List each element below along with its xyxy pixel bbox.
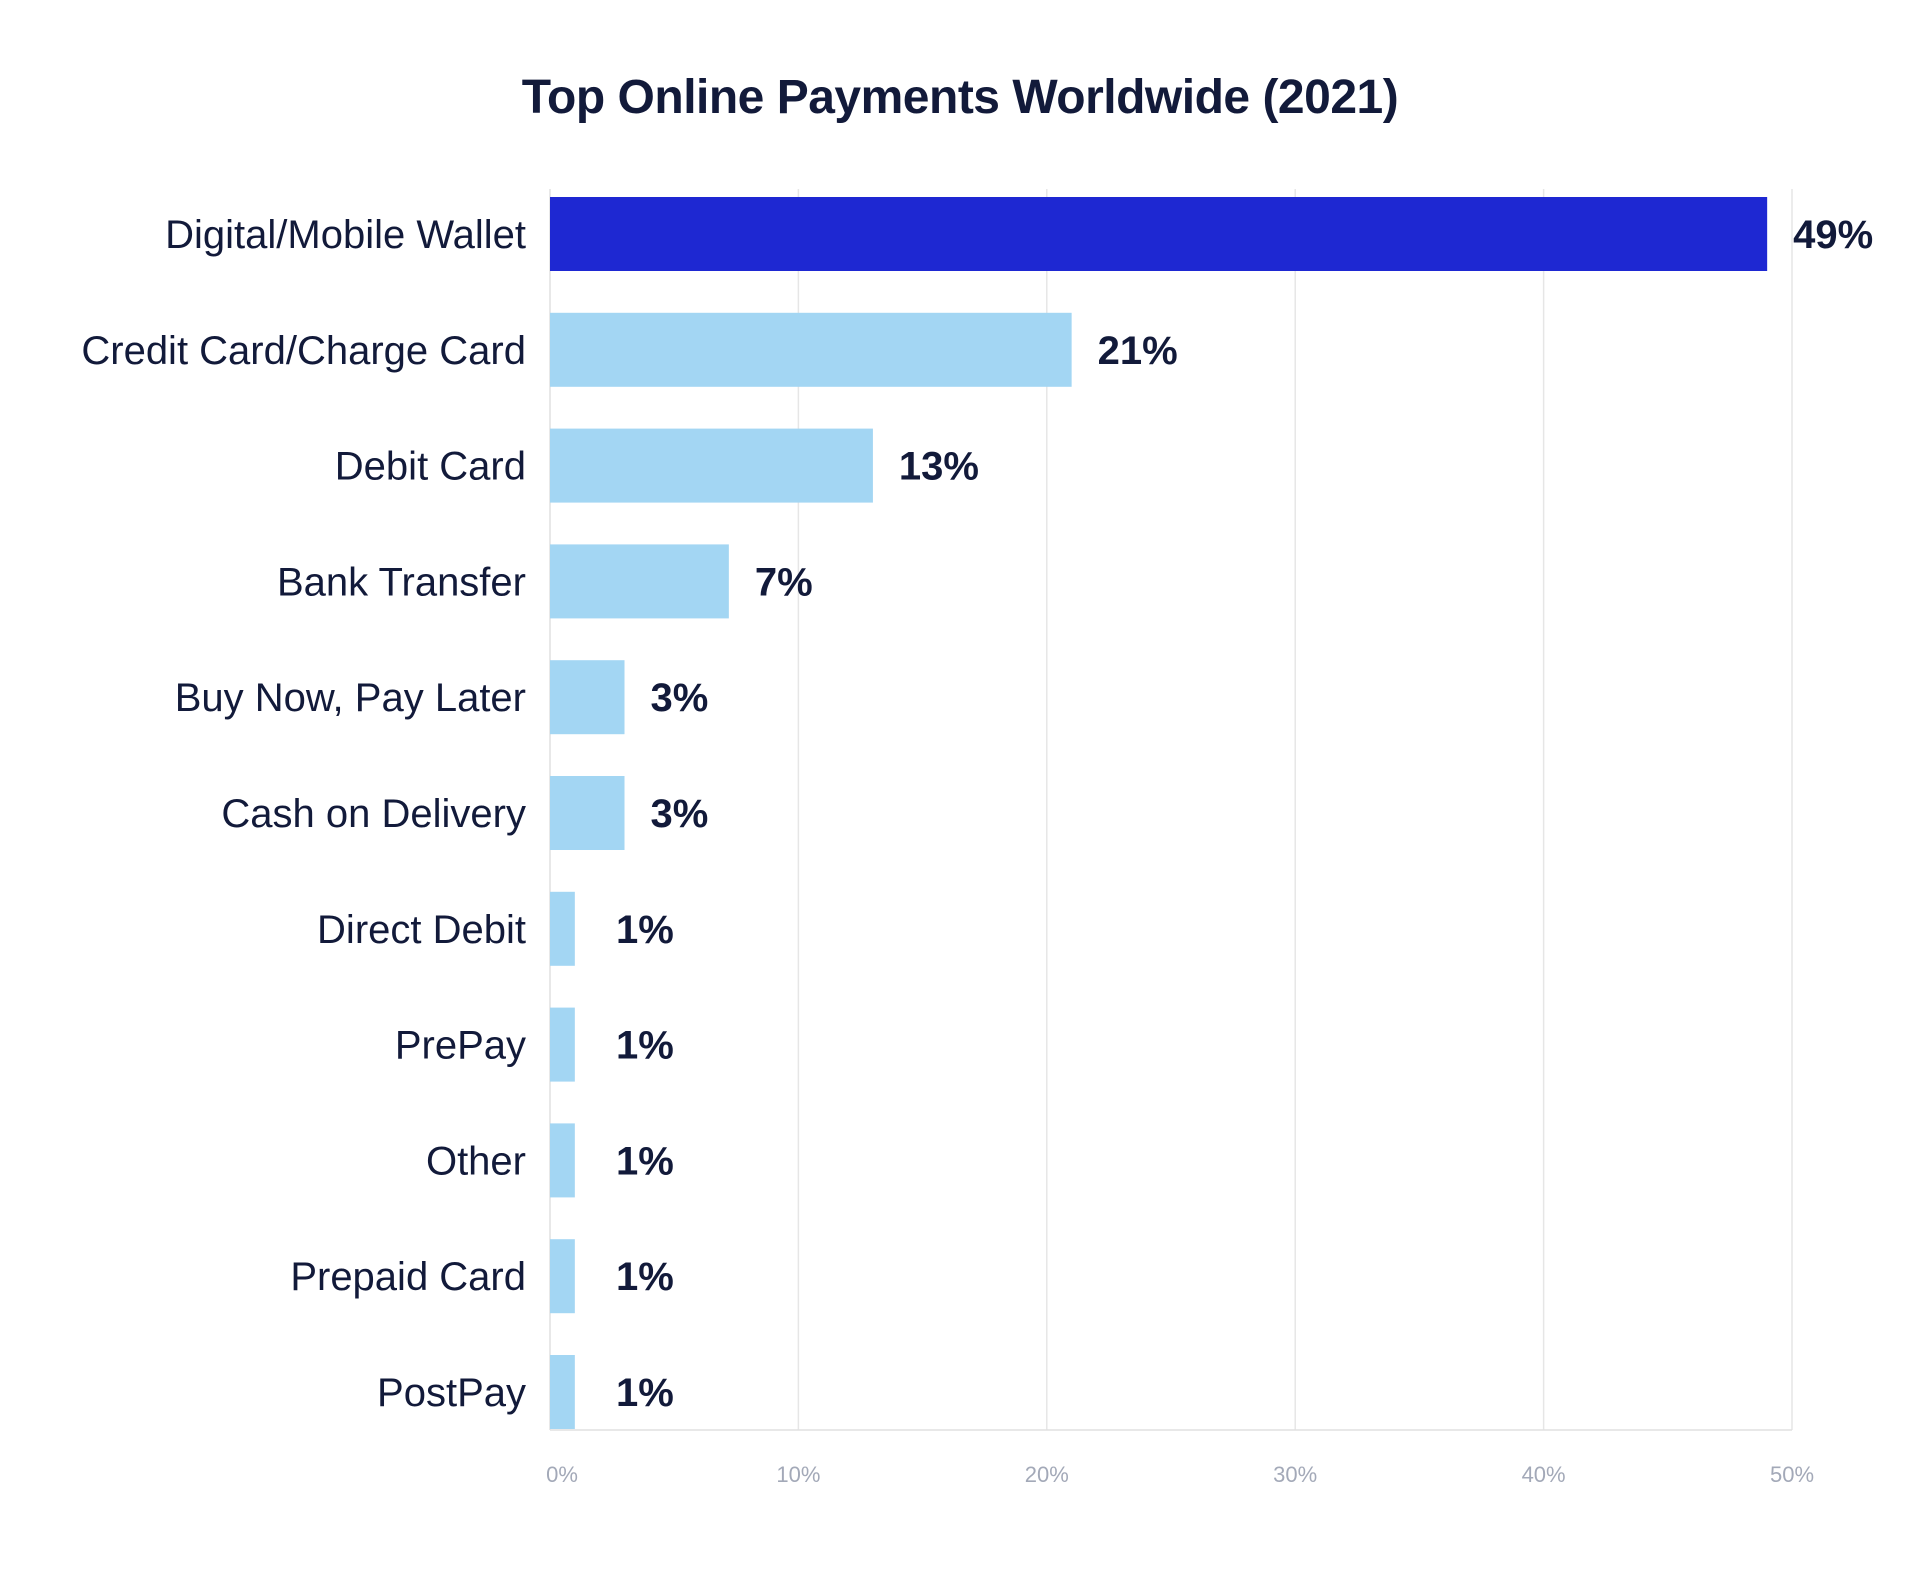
chart-title: Top Online Payments Worldwide (2021) <box>521 71 1399 124</box>
data-label: 3% <box>651 676 709 720</box>
category-label: Digital/Mobile Wallet <box>165 213 526 257</box>
data-label: 3% <box>651 792 709 836</box>
bar <box>550 544 729 619</box>
x-tick-label: 10% <box>776 1462 820 1487</box>
bar <box>550 1007 575 1082</box>
category-label: Buy Now, Pay Later <box>175 676 526 720</box>
category-label: Cash on Delivery <box>221 792 526 836</box>
x-axis-ticks: 0% 10% 20% 30% 40% 50% <box>546 1462 1814 1487</box>
category-label: PostPay <box>377 1371 526 1415</box>
grid-lines <box>549 189 1793 1431</box>
value-labels: 49% 21% 13% 7% 3% 3% 1% 1% 1% 1% 1% <box>616 213 1873 1415</box>
bar <box>550 1123 575 1198</box>
category-label: Credit Card/Charge Card <box>81 329 526 373</box>
category-labels: Digital/Mobile Wallet Credit Card/Charge … <box>81 213 526 1415</box>
bar <box>550 1239 575 1314</box>
bar <box>550 428 873 503</box>
bar <box>550 660 625 735</box>
data-label: 49% <box>1793 213 1873 257</box>
x-tick-label: 0% <box>546 1462 578 1487</box>
category-label: Prepaid Card <box>290 1255 526 1299</box>
data-label: 1% <box>616 1371 674 1415</box>
x-tick-label: 30% <box>1273 1462 1317 1487</box>
x-tick-label: 50% <box>1770 1462 1814 1487</box>
category-label: PrePay <box>395 1024 526 1068</box>
bar <box>550 1355 575 1429</box>
data-label: 21% <box>1098 329 1178 373</box>
category-label: Bank Transfer <box>277 560 526 604</box>
category-label: Direct Debit <box>317 908 526 952</box>
data-label: 1% <box>616 1139 674 1183</box>
category-label: Other <box>426 1139 526 1183</box>
bar <box>550 776 625 850</box>
bars <box>550 197 1768 1429</box>
data-label: 7% <box>755 560 813 604</box>
data-label: 1% <box>616 1024 674 1068</box>
x-tick-label: 40% <box>1522 1462 1566 1487</box>
data-label: 13% <box>899 445 979 489</box>
bar <box>550 197 1768 271</box>
bar <box>550 312 1072 387</box>
x-tick-label: 20% <box>1025 1462 1069 1487</box>
data-label: 1% <box>616 908 674 952</box>
bar <box>550 891 575 966</box>
data-label: 1% <box>616 1255 674 1299</box>
category-label: Debit Card <box>335 445 526 489</box>
